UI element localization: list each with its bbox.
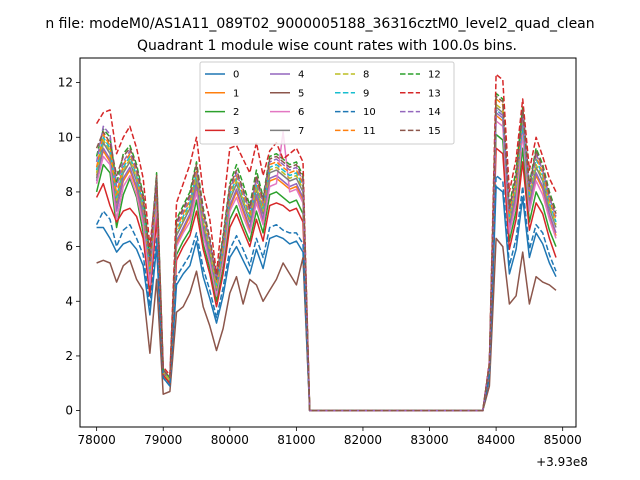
axes-frame [79, 57, 577, 428]
legend-label-8: 8 [363, 70, 369, 81]
x-tick-label: 79000 [144, 433, 182, 447]
legend-label-6: 6 [298, 107, 304, 118]
legend-label-7: 7 [298, 126, 304, 137]
y-tick-label: 2 [65, 349, 73, 363]
y-tick-label: 12 [58, 76, 73, 90]
legend-label-4: 4 [298, 70, 304, 81]
series-line-15 [95, 95, 557, 412]
figure-suptitle: n file: modeM0/AS1A11_089T02_9000005188_… [45, 16, 594, 32]
y-tick-label: 10 [58, 130, 73, 144]
legend-label-15: 15 [428, 126, 441, 137]
y-tick-label: 4 [65, 294, 73, 308]
y-tick-label: 8 [65, 185, 73, 199]
x-tick-label: 78000 [78, 433, 116, 447]
y-tick-label: 0 [65, 404, 73, 418]
legend-label-10: 10 [363, 107, 376, 118]
x-tick-label: 82000 [344, 433, 382, 447]
legend-label-12: 12 [428, 70, 441, 81]
legend-label-14: 14 [428, 107, 441, 118]
legend-label-3: 3 [233, 126, 239, 137]
legend-label-0: 0 [233, 70, 239, 81]
x-tick-label: 84000 [477, 433, 515, 447]
y-tick-label: 6 [65, 240, 73, 254]
y-axis: 0 2 4 6 8 10 12 [58, 76, 80, 418]
x-offset-text: +3.93e8 [536, 455, 588, 469]
x-axis: 78000 79000 80000 81000 82000 83000 84000 85000 [78, 427, 582, 447]
legend-label-1: 1 [233, 88, 239, 99]
x-tick-label: 80000 [211, 433, 249, 447]
legend-label-2: 2 [233, 107, 239, 118]
x-tick-label: 83000 [410, 433, 448, 447]
legend-label-13: 13 [428, 88, 441, 99]
legend-box [199, 61, 455, 145]
x-tick-label: 81000 [277, 433, 315, 447]
legend-label-11: 11 [363, 126, 376, 137]
x-tick-label: 85000 [544, 433, 582, 447]
series-layer [95, 73, 557, 412]
chart-title: Quadrant 1 module wise count rates with … [137, 38, 517, 54]
legend-label-5: 5 [298, 88, 304, 99]
legend-label-9: 9 [363, 88, 369, 99]
series-line-14 [95, 109, 557, 412]
